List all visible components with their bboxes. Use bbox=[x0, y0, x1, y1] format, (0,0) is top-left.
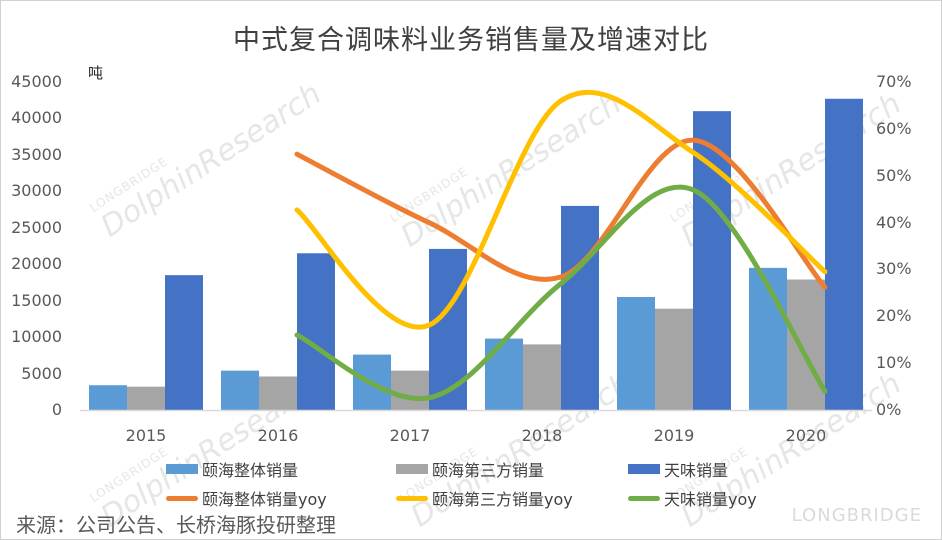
bar bbox=[485, 338, 523, 410]
legend-swatch bbox=[628, 495, 660, 501]
bar bbox=[221, 370, 259, 410]
x-axis-tick: 2018 bbox=[521, 426, 563, 445]
left-axis-tick: 15000 bbox=[11, 290, 62, 310]
right-axis-tick: 50% bbox=[876, 165, 912, 185]
bar bbox=[165, 275, 203, 410]
left-axis-tick: 35000 bbox=[11, 144, 62, 164]
legend-item-yihai-total-yoy: 颐海整体销量yoy bbox=[166, 486, 327, 510]
left-axis-tick: 25000 bbox=[11, 217, 62, 237]
bar bbox=[127, 386, 165, 410]
left-axis-tick: 40000 bbox=[11, 108, 62, 128]
legend-swatch bbox=[166, 495, 198, 501]
line-series bbox=[294, 89, 828, 402]
left-axis-unit: 吨 bbox=[88, 64, 104, 82]
right-axis-tick: 20% bbox=[876, 306, 912, 326]
right-axis-tick: 10% bbox=[876, 353, 912, 373]
bar bbox=[429, 248, 467, 410]
right-axis-tick: 70% bbox=[876, 72, 912, 91]
legend-item-yihai-third-party-yoy: 颐海第三方销量yoy bbox=[396, 486, 573, 510]
source-note: 来源：公司公告、长桥海豚投研整理 bbox=[16, 513, 336, 537]
bar bbox=[655, 308, 693, 410]
bar bbox=[825, 98, 863, 411]
bar bbox=[787, 279, 825, 410]
right-axis-tick: 30% bbox=[876, 259, 912, 279]
bar bbox=[391, 370, 429, 410]
yoy-line bbox=[294, 184, 828, 402]
left-axis-tick: 30000 bbox=[11, 181, 62, 201]
legend-swatch bbox=[396, 495, 428, 501]
legend-swatch bbox=[166, 464, 198, 474]
yoy-line bbox=[294, 89, 828, 330]
bar bbox=[561, 205, 599, 410]
x-axis-tick: 2019 bbox=[653, 426, 695, 445]
chart-title: 中式复合调味料业务销售量及增速对比 bbox=[233, 25, 709, 56]
bar bbox=[749, 267, 787, 410]
bar bbox=[89, 385, 127, 410]
right-axis-tick: 0% bbox=[876, 400, 902, 419]
bar-series bbox=[89, 98, 863, 411]
left-axis-tick: 5000 bbox=[21, 363, 62, 383]
x-axis-tick: 2015 bbox=[125, 426, 167, 445]
bar bbox=[617, 297, 655, 410]
right-axis-tick: 40% bbox=[876, 212, 912, 232]
x-axis-tick: 2020 bbox=[785, 426, 827, 445]
left-axis-tick: 45000 bbox=[11, 72, 62, 91]
bar bbox=[259, 376, 297, 410]
bar bbox=[523, 344, 561, 410]
legend-item-tianwei: 天味销量 bbox=[628, 457, 728, 481]
x-axis-tick: 2017 bbox=[389, 426, 431, 445]
legend-item-yihai-total: 颐海整体销量 bbox=[166, 457, 298, 481]
left-axis-tick: 0 bbox=[51, 400, 62, 419]
right-axis-tick: 60% bbox=[876, 118, 912, 138]
left-axis-tick: 20000 bbox=[11, 254, 62, 274]
legend-item-tianwei-yoy: 天味销量yoy bbox=[628, 486, 757, 510]
legend-swatch bbox=[396, 464, 428, 474]
left-axis-tick: 10000 bbox=[11, 327, 62, 347]
bar bbox=[693, 111, 731, 411]
legend-swatch bbox=[628, 464, 660, 474]
bar bbox=[297, 253, 335, 410]
x-axis-tick: 2016 bbox=[257, 426, 299, 445]
legend-item-yihai-third-party: 颐海第三方销量 bbox=[396, 457, 544, 481]
brand-logo: LONGBRIDGE bbox=[791, 505, 922, 526]
